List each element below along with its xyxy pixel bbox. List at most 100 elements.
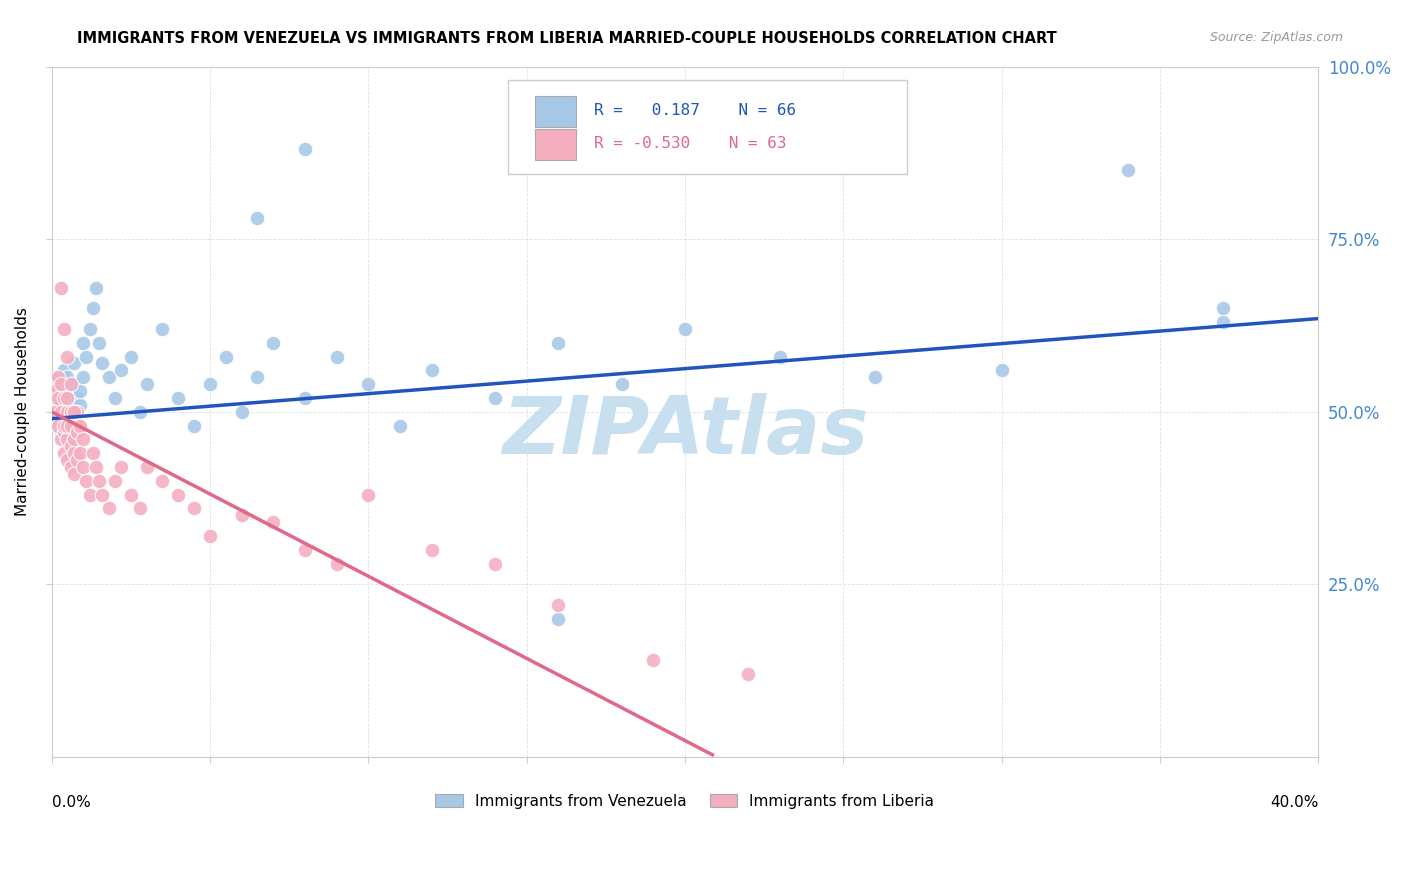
- Point: [79, 322, 101, 336]
- Point: [62, 405, 84, 419]
- Point: [62, 405, 84, 419]
- Point: [82, 446, 104, 460]
- Point: [44, 384, 66, 398]
- Point: [294, 542, 316, 557]
- Point: [53, 418, 76, 433]
- Text: ZIPAtlas: ZIPAtlas: [502, 393, 868, 472]
- Point: [769, 350, 792, 364]
- Point: [198, 529, 221, 543]
- Point: [66, 418, 89, 433]
- Point: [66, 425, 89, 440]
- Point: [215, 350, 238, 364]
- Point: [53, 418, 76, 433]
- Point: [150, 322, 173, 336]
- Point: [46, 384, 69, 398]
- Point: [53, 363, 76, 377]
- Point: [294, 143, 316, 157]
- FancyBboxPatch shape: [508, 80, 907, 174]
- Point: [294, 391, 316, 405]
- Point: [420, 363, 443, 377]
- Point: [863, 370, 886, 384]
- Point: [84, 280, 107, 294]
- Point: [62, 433, 84, 447]
- Point: [246, 211, 269, 226]
- Point: [673, 322, 696, 336]
- Point: [246, 370, 269, 384]
- Text: R = -0.530    N = 63: R = -0.530 N = 63: [593, 136, 786, 152]
- Point: [84, 460, 107, 475]
- Point: [91, 488, 114, 502]
- Point: [97, 370, 120, 384]
- Point: [110, 363, 132, 377]
- Point: [53, 391, 76, 405]
- Point: [53, 425, 76, 440]
- Point: [72, 335, 94, 350]
- Point: [129, 405, 152, 419]
- Point: [59, 439, 82, 453]
- Point: [79, 488, 101, 502]
- Bar: [536, 128, 576, 160]
- Text: 40.0%: 40.0%: [1270, 795, 1319, 810]
- Point: [87, 335, 110, 350]
- Point: [325, 350, 347, 364]
- Y-axis label: Married-couple Households: Married-couple Households: [15, 308, 30, 516]
- Point: [46, 391, 69, 405]
- Point: [104, 474, 127, 488]
- Point: [49, 398, 72, 412]
- Legend: Immigrants from Venezuela, Immigrants from Liberia: Immigrants from Venezuela, Immigrants fr…: [429, 788, 941, 815]
- Point: [484, 391, 506, 405]
- Point: [56, 405, 79, 419]
- Point: [49, 405, 72, 419]
- Point: [59, 377, 82, 392]
- Point: [357, 488, 380, 502]
- Text: Source: ZipAtlas.com: Source: ZipAtlas.com: [1209, 31, 1343, 45]
- Point: [56, 453, 79, 467]
- Point: [547, 612, 569, 626]
- Bar: [536, 96, 576, 128]
- Point: [104, 391, 127, 405]
- Point: [120, 350, 142, 364]
- Point: [49, 405, 72, 419]
- Point: [150, 474, 173, 488]
- Point: [325, 557, 347, 571]
- Point: [46, 370, 69, 384]
- Point: [49, 425, 72, 440]
- Point: [62, 377, 84, 392]
- Point: [59, 398, 82, 412]
- Point: [110, 460, 132, 475]
- Point: [69, 418, 91, 433]
- Point: [87, 474, 110, 488]
- Point: [66, 405, 89, 419]
- Point: [357, 377, 380, 392]
- Point: [135, 460, 157, 475]
- Point: [75, 474, 97, 488]
- Point: [262, 335, 284, 350]
- Point: [69, 398, 91, 412]
- Point: [53, 322, 76, 336]
- Point: [1212, 315, 1234, 329]
- Point: [46, 418, 69, 433]
- Point: [56, 350, 79, 364]
- Point: [59, 418, 82, 433]
- Point: [1212, 301, 1234, 316]
- Point: [167, 488, 190, 502]
- Point: [610, 377, 633, 392]
- Point: [62, 467, 84, 481]
- Point: [66, 453, 89, 467]
- Point: [56, 391, 79, 405]
- Point: [72, 460, 94, 475]
- Point: [53, 446, 76, 460]
- Point: [1116, 163, 1139, 178]
- Point: [91, 356, 114, 370]
- Point: [388, 418, 411, 433]
- Point: [120, 488, 142, 502]
- Point: [420, 542, 443, 557]
- Point: [59, 460, 82, 475]
- Point: [49, 377, 72, 392]
- Point: [167, 391, 190, 405]
- Point: [56, 418, 79, 433]
- Point: [66, 391, 89, 405]
- Text: IMMIGRANTS FROM VENEZUELA VS IMMIGRANTS FROM LIBERIA MARRIED-COUPLE HOUSEHOLDS C: IMMIGRANTS FROM VENEZUELA VS IMMIGRANTS …: [77, 31, 1057, 46]
- Point: [59, 384, 82, 398]
- Text: 0.0%: 0.0%: [52, 795, 90, 810]
